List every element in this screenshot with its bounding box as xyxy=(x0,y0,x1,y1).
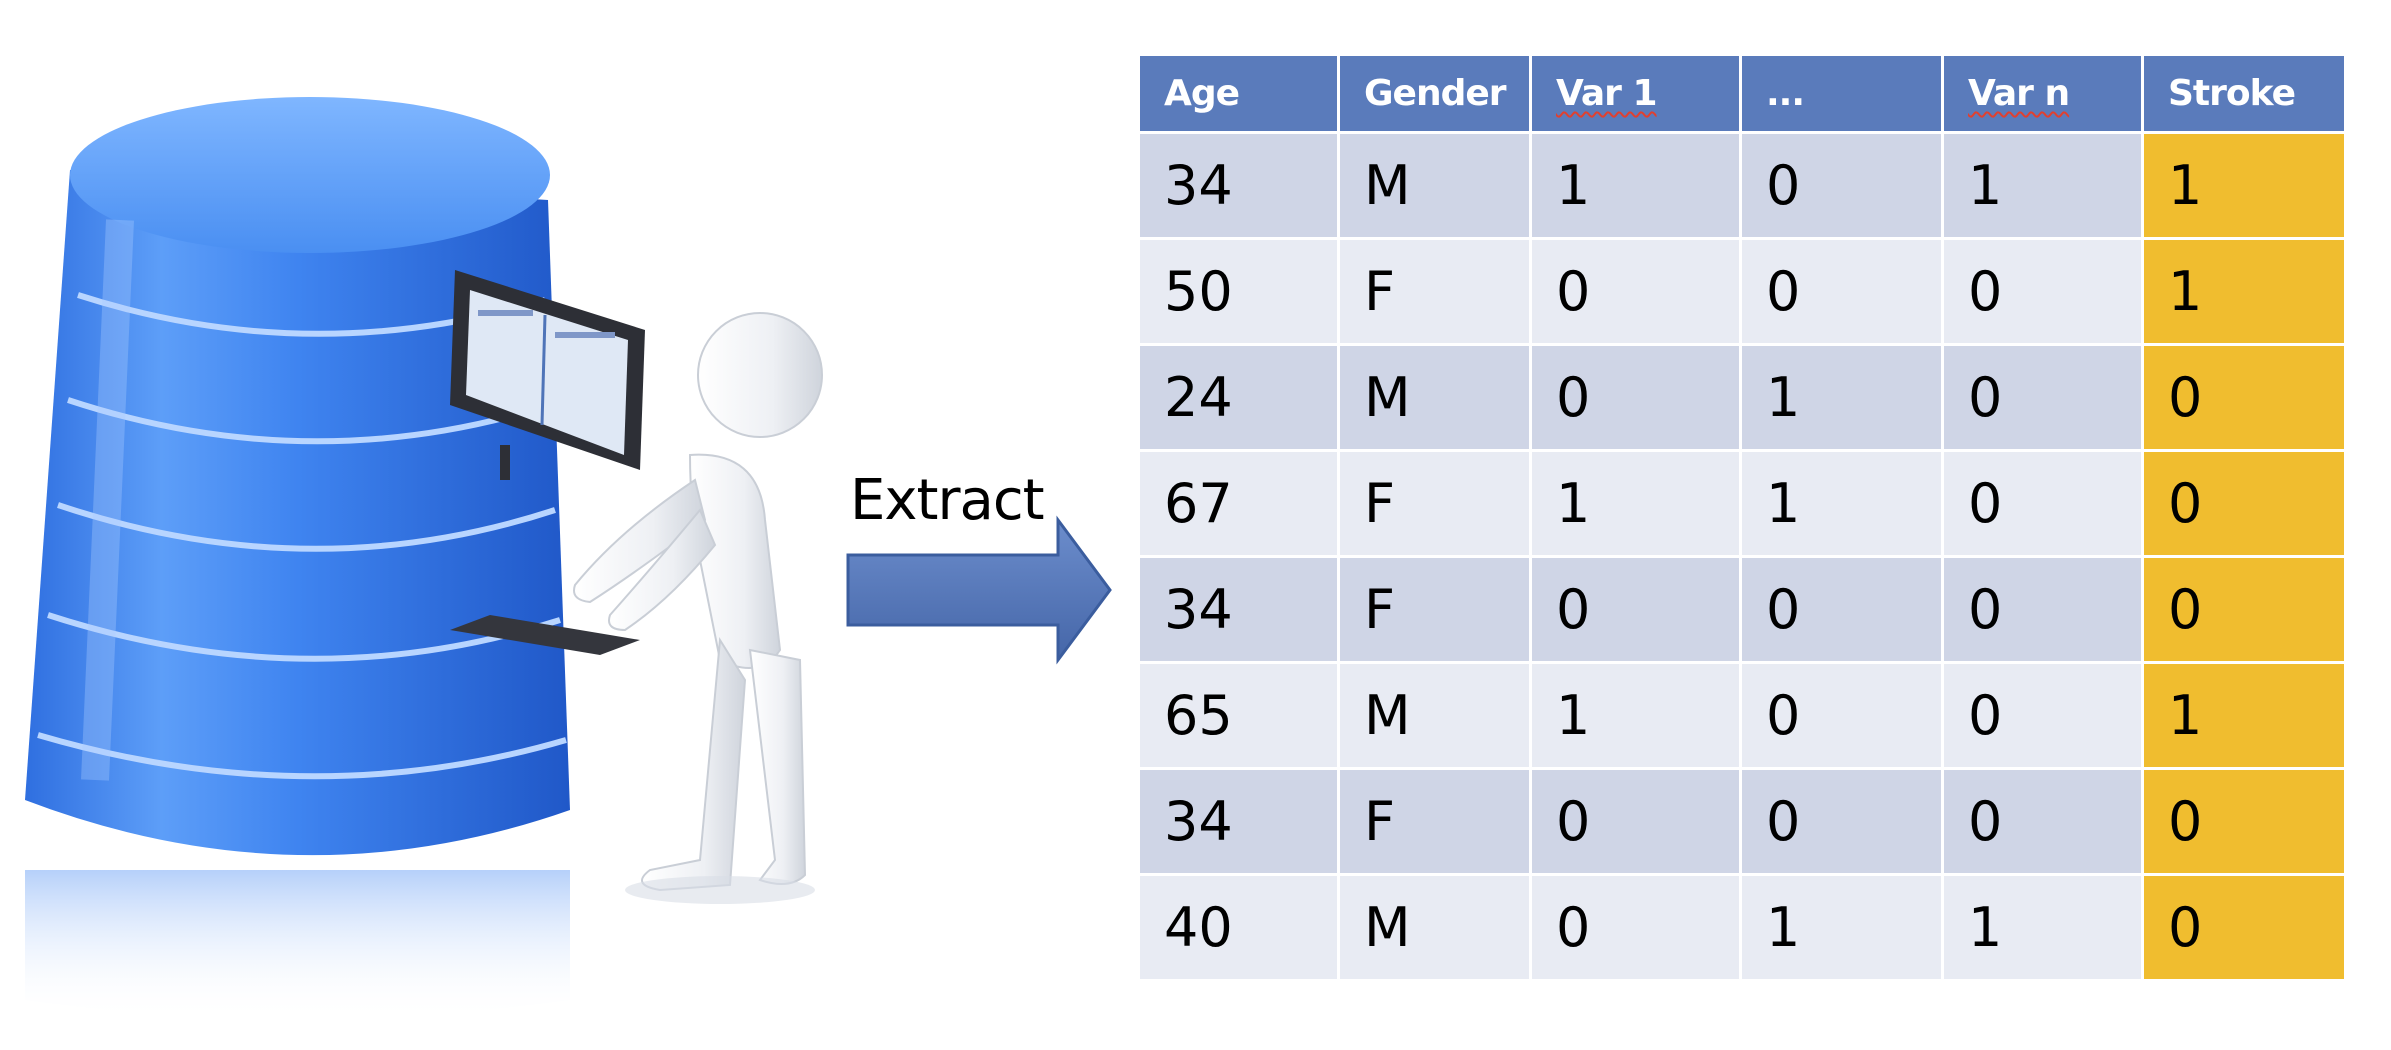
cell-var-n: 0 xyxy=(1941,237,2144,346)
cell-age: 40 xyxy=(1137,873,1340,982)
cell-ellipsis: 1 xyxy=(1739,449,1944,558)
table-row: 34 F 0 0 0 0 xyxy=(1137,767,2347,876)
cell-gender: F xyxy=(1337,555,1532,664)
table-row: 67 F 1 1 0 0 xyxy=(1137,449,2347,558)
cell-gender: M xyxy=(1337,343,1532,452)
cell-var-1: 0 xyxy=(1529,767,1742,876)
cell-gender: F xyxy=(1337,237,1532,346)
monitor-icon xyxy=(450,270,645,655)
cell-gender: M xyxy=(1337,661,1532,770)
cell-ellipsis: 1 xyxy=(1739,343,1944,452)
cell-stroke: 1 xyxy=(2141,661,2347,770)
extract-arrow xyxy=(846,515,1112,665)
cell-ellipsis: 0 xyxy=(1739,131,1944,240)
cell-age: 24 xyxy=(1137,343,1340,452)
cell-gender: F xyxy=(1337,767,1532,876)
cell-age: 67 xyxy=(1137,449,1340,558)
cell-age: 34 xyxy=(1137,131,1340,240)
database-icon xyxy=(25,97,570,856)
cell-gender: M xyxy=(1337,873,1532,982)
cell-ellipsis: 0 xyxy=(1739,767,1944,876)
cell-stroke: 0 xyxy=(2141,343,2347,452)
cell-gender: M xyxy=(1337,131,1532,240)
table-row: 24 M 0 1 0 0 xyxy=(1137,343,2347,452)
header-row: Age Gender Var 1 ... Var n Stroke xyxy=(1137,53,2347,134)
cell-var-n: 0 xyxy=(1941,767,2144,876)
header-var-1: Var 1 xyxy=(1529,53,1742,134)
person-icon xyxy=(573,312,823,904)
cell-stroke: 0 xyxy=(2141,555,2347,664)
cell-stroke: 0 xyxy=(2141,873,2347,982)
cell-age: 65 xyxy=(1137,661,1340,770)
table-row: 65 M 1 0 0 1 xyxy=(1137,661,2347,770)
cell-var-1: 0 xyxy=(1529,555,1742,664)
cell-age: 50 xyxy=(1137,237,1340,346)
cell-stroke: 1 xyxy=(2141,131,2347,240)
cell-var-n: 0 xyxy=(1941,661,2144,770)
cell-var-n: 1 xyxy=(1941,873,2144,982)
cell-stroke: 0 xyxy=(2141,449,2347,558)
table-row: 34 F 0 0 0 0 xyxy=(1137,555,2347,664)
table-row: 40 M 0 1 1 0 xyxy=(1137,873,2347,982)
header-gender: Gender xyxy=(1337,53,1532,134)
cell-age: 34 xyxy=(1137,555,1340,664)
header-stroke: Stroke xyxy=(2141,53,2347,134)
header-var-1-text: Var 1 xyxy=(1556,73,1658,114)
table-row: 50 F 0 0 0 1 xyxy=(1137,237,2347,346)
cell-var-1: 1 xyxy=(1529,131,1742,240)
cell-var-n: 1 xyxy=(1941,131,2144,240)
database-reflection xyxy=(25,870,570,1020)
header-age: Age xyxy=(1137,53,1340,134)
header-var-n-text: Var n xyxy=(1968,73,2070,114)
cell-var-n: 0 xyxy=(1941,343,2144,452)
data-table: Age Gender Var 1 ... Var n Stroke 34 M 1… xyxy=(1137,53,2347,982)
cell-ellipsis: 0 xyxy=(1739,661,1944,770)
cell-var-1: 0 xyxy=(1529,873,1742,982)
cell-age: 34 xyxy=(1137,767,1340,876)
cell-ellipsis: 1 xyxy=(1739,873,1944,982)
cell-gender: F xyxy=(1337,449,1532,558)
cell-var-1: 1 xyxy=(1529,449,1742,558)
cell-stroke: 0 xyxy=(2141,767,2347,876)
cell-var-n: 0 xyxy=(1941,449,2144,558)
cell-var-1: 1 xyxy=(1529,661,1742,770)
arrow-label: Extract xyxy=(850,468,1045,533)
cell-var-n: 0 xyxy=(1941,555,2144,664)
cell-stroke: 1 xyxy=(2141,237,2347,346)
cell-ellipsis: 0 xyxy=(1739,237,1944,346)
cell-var-1: 0 xyxy=(1529,343,1742,452)
cell-var-1: 0 xyxy=(1529,237,1742,346)
header-var-n: Var n xyxy=(1941,53,2144,134)
cell-ellipsis: 0 xyxy=(1739,555,1944,664)
header-ellipsis: ... xyxy=(1739,53,1944,134)
table-row: 34 M 1 0 1 1 xyxy=(1137,131,2347,240)
